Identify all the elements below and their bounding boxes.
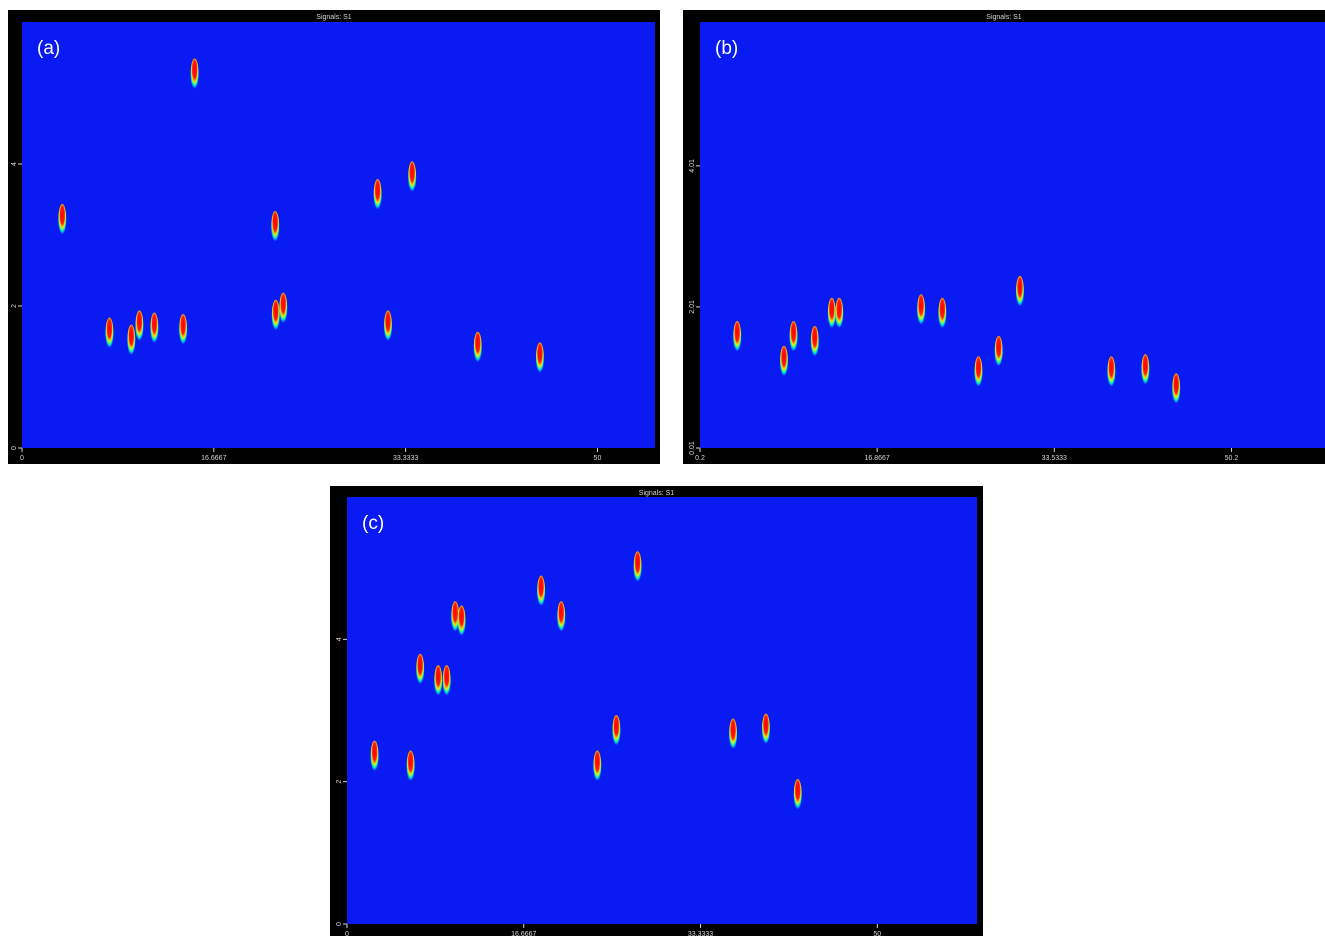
chart-title: Signals: S1 bbox=[639, 490, 675, 497]
peak bbox=[733, 321, 742, 354]
peak bbox=[416, 653, 425, 686]
y-tick-label: 0 bbox=[11, 446, 18, 450]
peak bbox=[442, 665, 451, 698]
x-tick-label: 16.6667 bbox=[201, 455, 226, 462]
x-tick-label: 33.5333 bbox=[1042, 455, 1067, 462]
peak bbox=[1141, 354, 1150, 387]
peak bbox=[434, 665, 443, 698]
y-tick-label: 4 bbox=[11, 162, 18, 166]
x-tick-label: 33.3333 bbox=[688, 931, 713, 936]
peak bbox=[761, 713, 770, 746]
peak bbox=[190, 58, 199, 91]
peak bbox=[612, 714, 621, 747]
chart-title: Signals: S1 bbox=[316, 14, 352, 21]
panel: Signals: S1 (a) 0 16.6667 33.3333 50 0 2 4 bbox=[8, 10, 660, 464]
plot-area bbox=[22, 22, 655, 448]
peak bbox=[1172, 373, 1181, 406]
y-tick-label: 2 bbox=[336, 780, 343, 784]
peak bbox=[135, 310, 144, 343]
peak bbox=[994, 335, 1003, 368]
peak bbox=[150, 312, 159, 345]
panel-label: (c) bbox=[362, 513, 384, 534]
peak bbox=[370, 740, 379, 773]
peak bbox=[535, 342, 544, 375]
x-tick-label: 0 bbox=[345, 931, 349, 936]
x-tick-label: 50 bbox=[873, 931, 881, 936]
y-tick-label: 0 bbox=[336, 922, 343, 926]
peak bbox=[451, 601, 460, 634]
peak bbox=[271, 299, 280, 332]
peak bbox=[633, 551, 642, 584]
peak bbox=[279, 292, 288, 325]
y-tick-label: 4.01 bbox=[689, 159, 696, 173]
peak bbox=[793, 779, 802, 812]
peak bbox=[729, 718, 738, 751]
peak bbox=[105, 317, 114, 350]
x-tick-label: 16.6667 bbox=[511, 931, 536, 936]
x-tick-label: 16.8667 bbox=[864, 455, 889, 462]
peak bbox=[58, 203, 67, 236]
peak bbox=[835, 297, 844, 330]
peak bbox=[373, 179, 382, 212]
x-tick-label: 0 bbox=[20, 455, 24, 462]
peak bbox=[827, 297, 836, 330]
panel-label: (a) bbox=[37, 38, 60, 59]
panel-label: (b) bbox=[715, 38, 738, 59]
panel: Signals: S1 (c) 0 16.6667 33.3333 50 0 2 4 bbox=[330, 486, 983, 936]
y-tick-label: 2.01 bbox=[689, 300, 696, 314]
y-tick-label: 0.01 bbox=[689, 441, 696, 455]
peak bbox=[271, 211, 280, 243]
peak bbox=[408, 161, 417, 194]
plot-area bbox=[347, 497, 977, 924]
peak bbox=[974, 356, 983, 389]
peak bbox=[917, 294, 926, 327]
plot-area bbox=[700, 22, 1325, 448]
peak bbox=[383, 310, 392, 343]
peak bbox=[1107, 356, 1116, 389]
x-tick-label: 0.2 bbox=[695, 455, 705, 462]
peak bbox=[593, 750, 602, 783]
peak bbox=[179, 313, 188, 346]
panel: Signals: S1 (b) 0.2 16.8667 33.5333 50.2 0.01 2… bbox=[683, 10, 1325, 464]
peak bbox=[810, 325, 819, 358]
peak bbox=[537, 575, 546, 608]
x-tick-label: 50 bbox=[594, 455, 602, 462]
y-tick-label: 4 bbox=[336, 637, 343, 641]
peak bbox=[1015, 275, 1024, 308]
peak bbox=[127, 324, 136, 357]
peak bbox=[457, 605, 466, 638]
chart-title: Signals: S1 bbox=[986, 14, 1022, 21]
peak bbox=[779, 345, 788, 378]
peak bbox=[789, 321, 798, 354]
x-tick-label: 33.3333 bbox=[393, 455, 418, 462]
y-tick-label: 2 bbox=[11, 304, 18, 308]
peak bbox=[938, 297, 947, 330]
peak bbox=[473, 331, 482, 364]
peak bbox=[557, 601, 566, 634]
peak bbox=[406, 750, 415, 783]
x-tick-label: 50.2 bbox=[1225, 455, 1239, 462]
